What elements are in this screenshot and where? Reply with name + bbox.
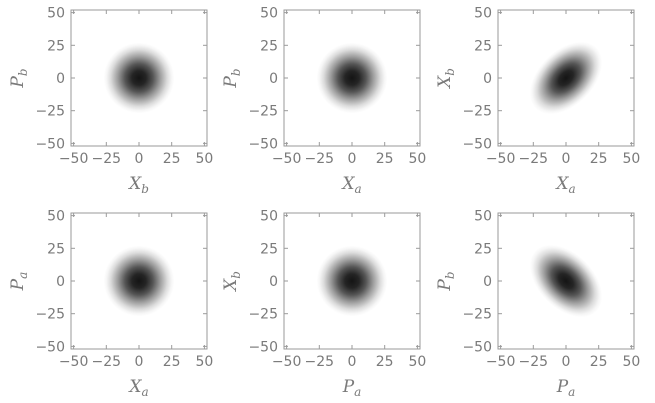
y-axis-label: Xb	[435, 68, 457, 90]
density-blob	[529, 41, 603, 115]
x-tick-label: −25	[305, 354, 335, 370]
x-tick-label: −50	[486, 151, 516, 167]
y-tick-label: 0	[269, 274, 278, 290]
y-tick-label: 50	[260, 6, 278, 22]
x-axis-label: Xa	[127, 377, 148, 399]
y-axis-label: Pb	[8, 68, 30, 88]
x-tick-label: 25	[376, 354, 394, 370]
y-tick-label: 25	[47, 241, 65, 257]
x-tick-label: −25	[519, 151, 549, 167]
y-tick-label: −25	[35, 307, 65, 323]
x-tick-label: 50	[195, 151, 213, 167]
y-tick-label: 0	[483, 274, 492, 290]
y-axis-label: Pb	[435, 271, 457, 291]
y-tick-label: −25	[248, 104, 278, 120]
x-tick-label: −25	[92, 151, 122, 167]
x-tick-label: 25	[590, 354, 608, 370]
y-axis-label: Pb	[221, 68, 243, 88]
y-tick-label: −50	[462, 136, 492, 152]
y-tick-label: −50	[248, 339, 278, 355]
x-tick-label: −50	[272, 151, 302, 167]
y-tick-label: 25	[474, 38, 492, 54]
x-tick-label: 50	[622, 354, 640, 370]
y-tick-label: 50	[47, 6, 65, 22]
density-blob	[103, 42, 175, 114]
y-tick-label: 25	[260, 241, 278, 257]
x-tick-label: −25	[519, 354, 549, 370]
y-axis-label: Xb	[221, 271, 243, 293]
y-tick-label: −50	[35, 339, 65, 355]
y-tick-label: −25	[35, 104, 65, 120]
x-axis-label: Pa	[342, 377, 362, 399]
y-tick-label: −25	[248, 307, 278, 323]
x-tick-label: −25	[305, 151, 335, 167]
y-tick-label: −50	[35, 136, 65, 152]
x-tick-label: 0	[135, 151, 144, 167]
x-tick-label: 25	[163, 354, 181, 370]
x-axis-label: Pa	[556, 377, 576, 399]
y-tick-label: 50	[47, 209, 65, 225]
x-tick-label: 0	[348, 354, 357, 370]
y-tick-label: 25	[47, 38, 65, 54]
y-tick-label: 25	[260, 38, 278, 54]
x-tick-label: 50	[408, 354, 426, 370]
density-blob	[316, 42, 388, 114]
x-tick-label: 0	[348, 151, 357, 167]
x-tick-label: 0	[562, 354, 571, 370]
y-tick-label: −25	[462, 307, 492, 323]
y-tick-label: −50	[462, 339, 492, 355]
x-axis-label: Xa	[554, 174, 575, 196]
density-blob	[316, 245, 388, 317]
x-tick-label: −25	[92, 354, 122, 370]
y-tick-label: −50	[248, 136, 278, 152]
y-tick-label: 0	[483, 71, 492, 87]
x-axis-label: Xa	[340, 174, 361, 196]
x-tick-label: −50	[486, 354, 516, 370]
x-tick-label: 50	[408, 151, 426, 167]
x-tick-label: 25	[376, 151, 394, 167]
x-tick-label: 50	[195, 354, 213, 370]
x-tick-label: 50	[622, 151, 640, 167]
y-tick-label: 50	[474, 6, 492, 22]
density-blob	[103, 245, 175, 317]
y-tick-label: 0	[56, 71, 65, 87]
x-tick-label: 25	[590, 151, 608, 167]
x-tick-label: −50	[272, 354, 302, 370]
y-tick-label: 0	[269, 71, 278, 87]
density-blob	[529, 244, 603, 318]
y-axis-label: Pa	[8, 272, 30, 292]
y-tick-label: 50	[474, 209, 492, 225]
y-tick-label: 50	[260, 209, 278, 225]
x-tick-label: −50	[59, 354, 89, 370]
y-tick-label: 0	[56, 274, 65, 290]
x-tick-label: 0	[135, 354, 144, 370]
x-axis-label: Xb	[127, 174, 149, 196]
y-tick-label: −25	[462, 104, 492, 120]
y-tick-label: 25	[474, 241, 492, 257]
x-tick-label: 0	[562, 151, 571, 167]
x-tick-label: −50	[59, 151, 89, 167]
x-tick-label: 25	[163, 151, 181, 167]
